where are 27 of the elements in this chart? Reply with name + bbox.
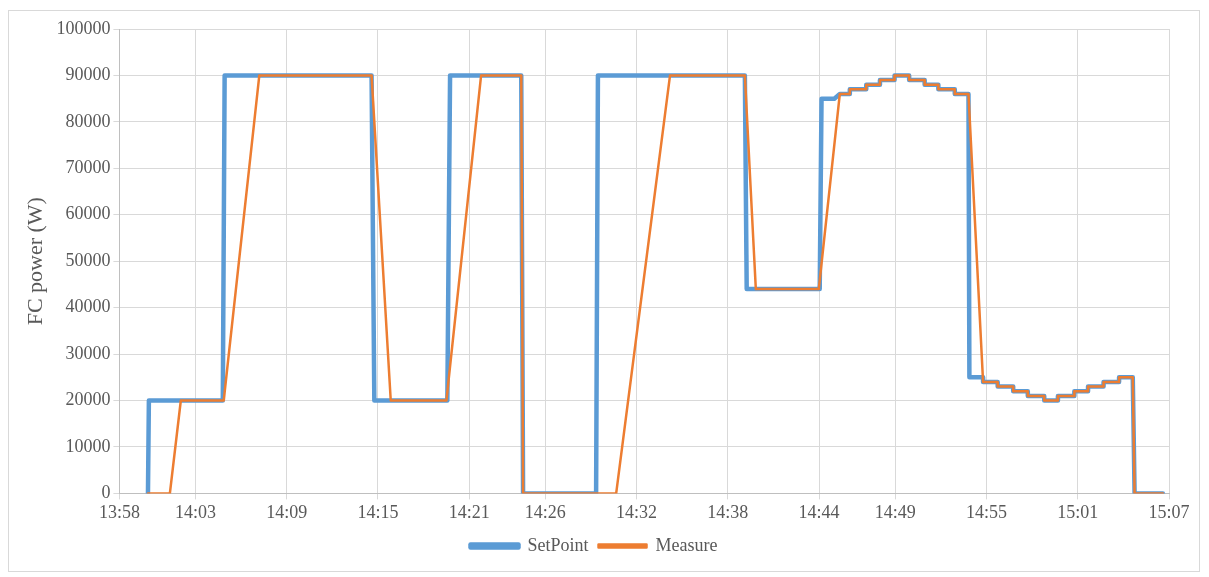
y-tick-label: 30000 bbox=[65, 342, 111, 363]
x-tick-label: 14:26 bbox=[524, 501, 566, 522]
y-tick-label: 70000 bbox=[65, 157, 111, 178]
y-tick-label: 80000 bbox=[65, 110, 111, 131]
x-tick-label: 14:49 bbox=[874, 501, 916, 522]
x-tick-label: 14:03 bbox=[174, 501, 216, 522]
y-tick-label: 10000 bbox=[65, 435, 111, 456]
y-tick-label: 100000 bbox=[56, 17, 111, 38]
y-tick-label: 40000 bbox=[65, 296, 111, 317]
x-tick-label: 13:58 bbox=[98, 501, 140, 522]
y-axis-title: FC power (W) bbox=[21, 197, 47, 326]
x-tick-label: 14:32 bbox=[616, 501, 658, 522]
y-tick-label: 90000 bbox=[65, 64, 111, 85]
y-tick-label: 50000 bbox=[65, 249, 111, 270]
legend-label: Measure bbox=[655, 534, 718, 555]
x-tick-label: 14:55 bbox=[965, 501, 1007, 522]
x-tick-label: 14:21 bbox=[448, 501, 490, 522]
y-tick-label: 60000 bbox=[65, 203, 111, 224]
y-tick-label: 0 bbox=[101, 482, 111, 503]
x-tick-label: 14:09 bbox=[266, 501, 308, 522]
x-tick-label: 15:07 bbox=[1148, 501, 1190, 522]
x-tick-label: 14:38 bbox=[707, 501, 749, 522]
y-tick-label: 20000 bbox=[65, 389, 111, 410]
x-tick-label: 15:01 bbox=[1057, 501, 1099, 522]
legend-label: SetPoint bbox=[527, 534, 589, 555]
x-tick-label: 14:44 bbox=[798, 501, 840, 522]
x-tick-label: 14:15 bbox=[357, 501, 399, 522]
